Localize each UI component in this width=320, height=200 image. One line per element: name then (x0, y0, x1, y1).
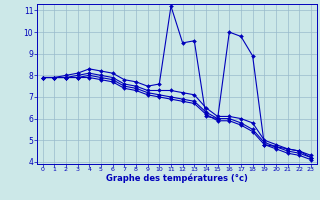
X-axis label: Graphe des températures (°c): Graphe des températures (°c) (106, 174, 248, 183)
